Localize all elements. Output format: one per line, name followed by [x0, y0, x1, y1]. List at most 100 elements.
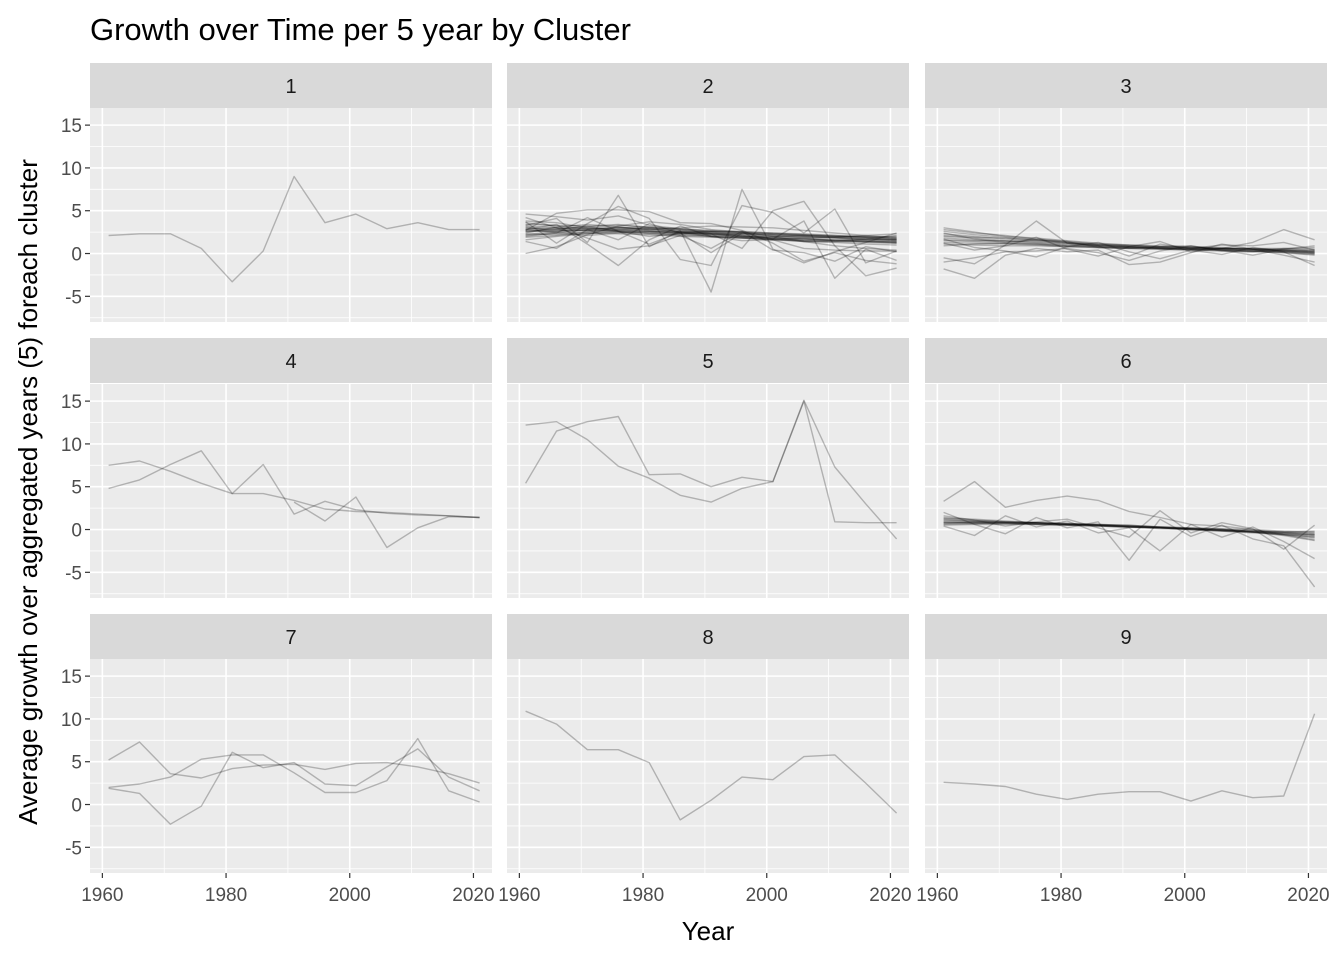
series-line	[108, 741, 480, 784]
facet-strip	[507, 338, 909, 383]
facet-strip-label: 2	[702, 76, 713, 98]
facet-panel-8: 8 1960 1980 2000 2020	[498, 614, 912, 906]
y-tick-label: 10	[61, 435, 82, 456]
series-line	[943, 233, 1315, 254]
series-line	[525, 228, 897, 246]
y-tick-label: -5	[65, 287, 82, 308]
x-tick-label: 2000	[329, 885, 371, 906]
facet-strip-label: 5	[702, 351, 713, 373]
series-line	[525, 223, 897, 241]
y-tick-label: 5	[71, 478, 82, 499]
series-line	[943, 242, 1315, 253]
series-line	[108, 737, 480, 803]
panel-background	[507, 659, 909, 873]
series-line	[943, 234, 1315, 252]
series-line	[525, 710, 898, 821]
series-line	[525, 204, 897, 267]
series-line	[108, 450, 480, 519]
y-tick-label: -5	[65, 563, 82, 584]
series-line	[525, 188, 897, 293]
y-tick-label: 10	[61, 159, 82, 180]
panel-background	[507, 384, 909, 598]
series-line	[108, 175, 480, 283]
panel-background	[925, 384, 1327, 598]
panel-background	[90, 384, 492, 598]
series-line	[943, 515, 1315, 560]
series-line	[525, 226, 897, 242]
facet-strip-label: 4	[285, 351, 296, 373]
panel-background	[925, 659, 1327, 873]
panel-background	[507, 108, 909, 322]
y-tick-label: -5	[65, 838, 82, 859]
series-line	[943, 237, 1315, 255]
facet-strip	[90, 63, 492, 108]
series-line	[943, 245, 1315, 263]
series-line	[943, 239, 1315, 253]
series-line	[525, 225, 897, 244]
facet-strip-label: 6	[1120, 351, 1131, 373]
series-line	[943, 480, 1315, 541]
x-tick-label: 2000	[746, 885, 788, 906]
series-line	[943, 516, 1315, 539]
series-line	[525, 399, 898, 540]
series-line	[525, 220, 897, 279]
series-line	[525, 227, 897, 241]
series-line	[943, 240, 1315, 256]
series-line	[943, 520, 1315, 536]
series-line	[525, 226, 897, 241]
series-line	[525, 224, 897, 243]
series-line	[525, 213, 897, 244]
series-line	[525, 223, 897, 239]
y-tick-label: 15	[61, 667, 82, 688]
facet-strip-label: 1	[285, 76, 296, 98]
series-line	[943, 521, 1315, 534]
series-line	[943, 510, 1316, 550]
series-line	[943, 713, 1316, 802]
series-line	[525, 227, 897, 244]
series-line	[108, 748, 480, 825]
series-line	[943, 232, 1315, 253]
y-tick-label: 0	[71, 521, 82, 542]
facet-panel-5: 5	[507, 338, 909, 598]
facet-panel-7: 7 15 10 5 0 -5 1960 1980 2000 2020	[61, 614, 495, 906]
facet-strip	[90, 614, 492, 659]
series-line	[943, 241, 1315, 255]
series-line	[943, 227, 1315, 251]
facet-strip-label: 3	[1120, 76, 1131, 98]
x-tick-label: 1960	[81, 885, 123, 906]
series-line	[943, 243, 1315, 256]
facet-strip-label: 9	[1120, 627, 1131, 649]
x-tick-label: 1960	[916, 885, 958, 906]
series-line	[525, 228, 897, 243]
y-tick-label: 15	[61, 392, 82, 413]
facet-panel-4: 4 15 10 5 0 -5	[61, 338, 492, 598]
series-line	[943, 220, 1315, 265]
facet-panel-9: 9 1960 1980 2000 2020	[916, 614, 1330, 906]
facet-strip-label: 8	[702, 627, 713, 649]
y-axis-title: Average growth over aggregated years (5)…	[13, 159, 43, 825]
series-line	[524, 400, 897, 524]
facet-strip	[925, 63, 1327, 108]
y-tick-label: 0	[71, 796, 82, 817]
series-line	[943, 522, 1315, 538]
series-line	[525, 222, 897, 238]
series-line	[943, 518, 1315, 537]
series-line	[525, 221, 897, 255]
series-line	[943, 243, 1315, 279]
panel-background	[90, 108, 492, 322]
series-line	[943, 228, 1315, 250]
series-line	[293, 496, 480, 549]
facet-panels: 1 15 10 5 0 -5 2 3 4 15 10 5 0 -5 5 6 7 15 10 5 0 -5 1960 1980 2…	[61, 63, 1330, 906]
facet-strip	[925, 614, 1327, 659]
series-line	[525, 227, 897, 241]
x-tick-label: 2020	[1287, 885, 1329, 906]
series-line	[943, 522, 1315, 535]
facet-panel-3: 3	[925, 63, 1327, 322]
series-line	[943, 238, 1315, 267]
series-line	[525, 227, 897, 240]
series-line	[943, 517, 1315, 533]
series-line	[525, 200, 897, 277]
panel-background	[90, 659, 492, 873]
series-line	[943, 235, 1315, 254]
